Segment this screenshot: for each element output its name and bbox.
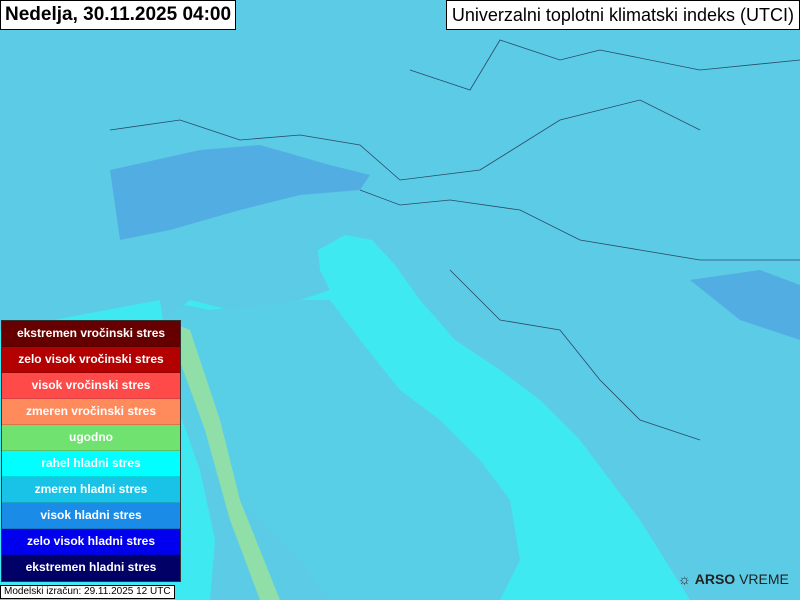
legend-item: visok hladni stres [2,503,180,529]
legend-item: visok vročinski stres [2,373,180,399]
legend-item: zelo visok vročinski stres [2,347,180,373]
comfort-zone [165,320,280,600]
legend-item: zmeren vročinski stres [2,399,180,425]
borders [109,39,800,441]
forecast-date: Nedelja, 30.11.2025 04:00 [0,0,237,30]
legend-item: ekstremen vročinski stres [2,321,180,347]
logo-rest: VREME [735,571,789,587]
east-cold-zone [690,270,800,340]
legend-item: rahel hladni stres [2,451,180,477]
arso-logo: ☼ ARSO VREME [678,571,789,587]
map-title: Univerzalni toplotni klimatski indeks (U… [445,0,800,30]
alps-cold-zone [110,145,370,240]
legend-item: zmeren hladni stres [2,477,180,503]
sun-icon: ☼ [678,571,695,587]
legend: ekstremen vročinski stres zelo visok vroč… [1,320,181,582]
legend-item: ekstremen hladni stres [2,555,180,581]
legend-item: zelo visok hladni stres [2,529,180,555]
legend-item: ugodno [2,425,180,451]
model-run-label: Modelski izračun: 29.11.2025 12 UTC [0,585,175,599]
logo-bold: ARSO [694,571,736,587]
